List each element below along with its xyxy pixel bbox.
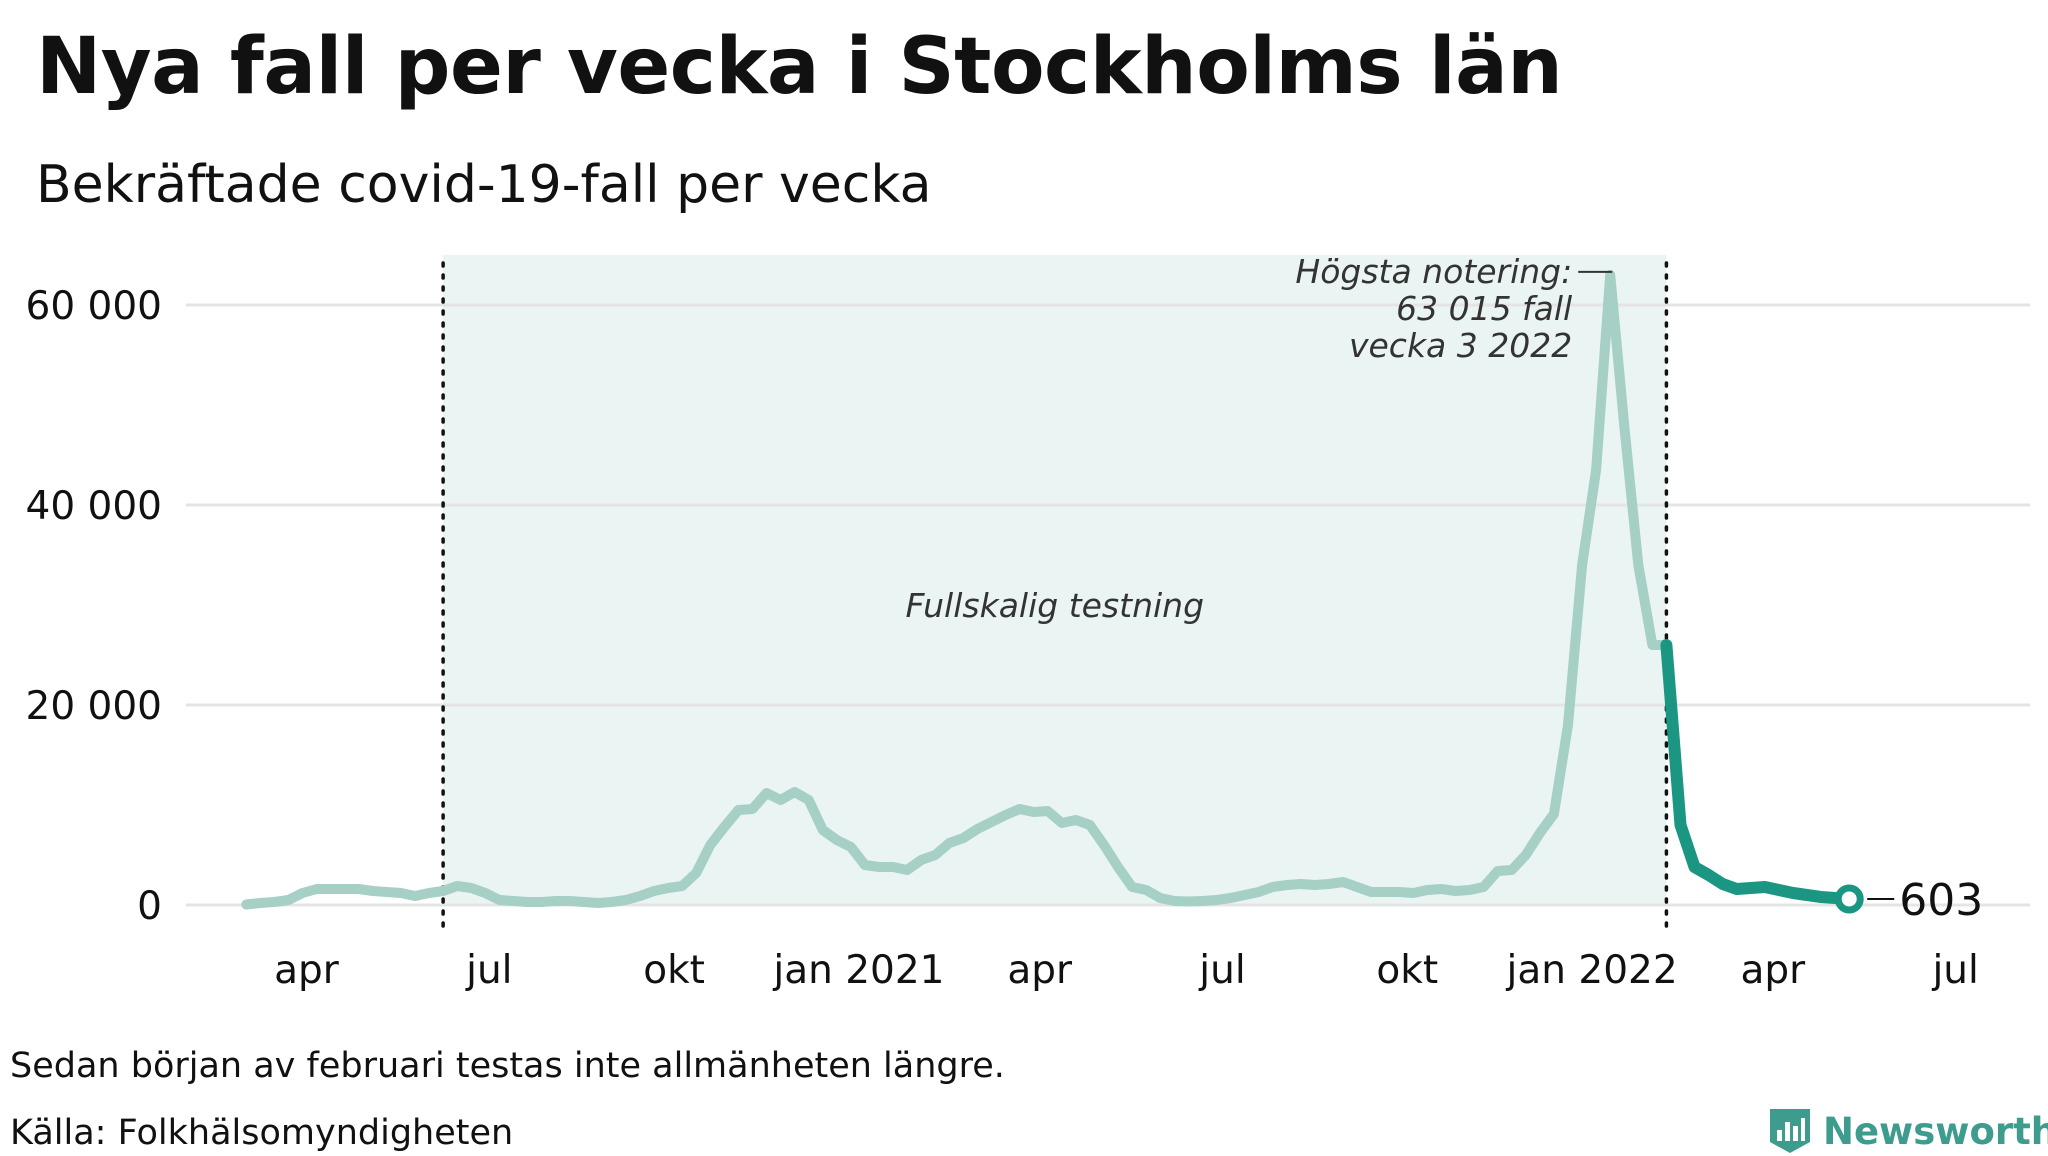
last-value-label: 603 bbox=[1899, 875, 1983, 926]
x-tick-label: jul bbox=[465, 948, 512, 993]
y-tick-label: 40 000 bbox=[26, 484, 162, 529]
x-tick-label: jan 2021 bbox=[772, 948, 944, 993]
shaded-region-layer: Fullskalig testning bbox=[443, 255, 1667, 905]
chart-subtitle: Bekräftade covid-19-fall per vecka bbox=[36, 155, 932, 215]
x-tick-label: jul bbox=[1198, 948, 1245, 993]
x-tick-label: jan 2022 bbox=[1506, 948, 1678, 993]
y-tick-labels: 0 20 000 40 000 60 000 bbox=[26, 284, 162, 929]
x-tick-label: apr bbox=[1741, 948, 1807, 993]
peak-annotation-text: vecka 3 2022 bbox=[1349, 326, 1572, 365]
x-tick-label: apr bbox=[274, 948, 340, 993]
series-line-full-testing bbox=[241, 269, 1672, 910]
y-tick-label: 0 bbox=[137, 884, 162, 929]
shaded-region-label: Fullskalig testning bbox=[906, 586, 1205, 625]
x-tick-label: okt bbox=[1376, 948, 1438, 993]
brand-name: Newsworthy bbox=[1823, 1109, 2048, 1153]
brand-logo: Newsworthy bbox=[1767, 1106, 2048, 1156]
chart-title: Nya fall per vecka i Stockholms län bbox=[36, 22, 1563, 112]
x-tick-label: jul bbox=[1931, 948, 1978, 993]
source-note: Källa: Folkhälsomyndigheten bbox=[10, 1113, 514, 1153]
vertical-lines-layer bbox=[441, 261, 1669, 937]
newsworthy-logo-icon bbox=[1770, 1109, 1810, 1153]
shaded-region bbox=[443, 255, 1667, 905]
grid-layer bbox=[186, 303, 2030, 907]
y-tick-label: 20 000 bbox=[26, 684, 162, 729]
peak-annotation-text: 63 015 fall bbox=[1396, 289, 1572, 328]
series-layer bbox=[241, 269, 1856, 910]
series-line-recent bbox=[1660, 639, 1856, 905]
x-tick-labels: apr jul okt jan 2021 apr jul okt jan 2022 apr jul bbox=[274, 948, 1979, 993]
x-tick-label: apr bbox=[1007, 948, 1073, 993]
y-tick-label: 60 000 bbox=[26, 284, 162, 329]
last-value-marker bbox=[1834, 884, 1864, 914]
footnote: Sedan början av februari testas inte all… bbox=[10, 1046, 1005, 1086]
x-tick-label: okt bbox=[643, 948, 705, 993]
peak-annotation-text: Högsta notering: bbox=[1295, 252, 1572, 291]
